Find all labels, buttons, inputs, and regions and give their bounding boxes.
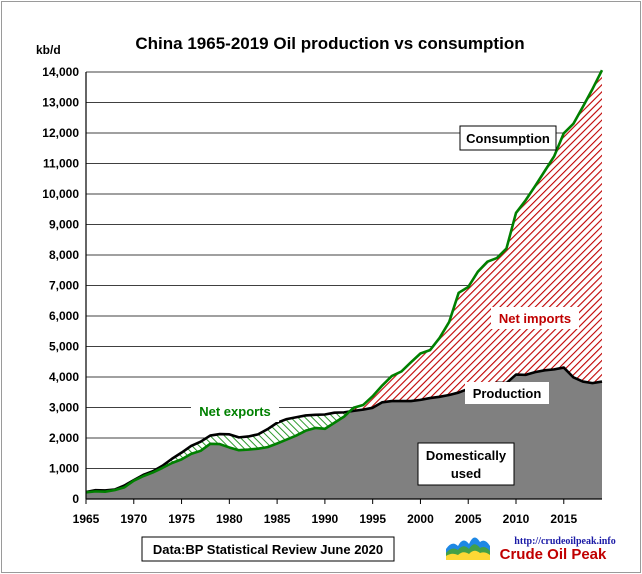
y-tick-label: 5,000 bbox=[49, 340, 79, 354]
annotation-box bbox=[459, 125, 557, 151]
y-axis-unit-label: kb/d bbox=[36, 43, 61, 57]
y-tick-label: 11,000 bbox=[43, 157, 79, 171]
chart-title: China 1965-2019 Oil production vs consum… bbox=[135, 34, 524, 53]
source-text: Data:BP Statistical Review June 2020 bbox=[153, 542, 383, 557]
annotation-net-imports-text: Net imports bbox=[499, 311, 571, 326]
y-tick-label: 4,000 bbox=[49, 370, 79, 384]
production-line bbox=[85, 366, 603, 494]
source-box bbox=[141, 536, 395, 562]
x-tick-label: 1980 bbox=[216, 512, 243, 526]
x-tick-labels: 1965 1970 1975 1980 1985 1990 1995 2000 2005 2010… bbox=[73, 512, 578, 526]
source-note: Data:BP Statistical Review June 2020 bbox=[141, 536, 395, 562]
annotation-net-exports: Net exports bbox=[191, 400, 279, 422]
series-lines bbox=[85, 69, 604, 494]
y-tick-label: 2,000 bbox=[49, 431, 79, 445]
y-tick-label: 7,000 bbox=[49, 279, 79, 293]
x-tick-label: 1995 bbox=[359, 512, 386, 526]
annotation-box bbox=[417, 442, 515, 486]
annotation-domestically-used: Domestically used bbox=[417, 442, 515, 486]
y-tick-labels: 0 1,000 2,000 3,000 4,000 5,000 6,000 7,000 8,00… bbox=[42, 65, 79, 506]
y-tick-label: 0 bbox=[72, 492, 79, 506]
annotation-consumption-text: Consumption bbox=[466, 131, 550, 146]
y-tick-label: 12,000 bbox=[42, 126, 79, 140]
annotation-net-exports-text: Net exports bbox=[199, 404, 271, 419]
crude-oil-peak-logo[interactable]: http://crudeoilpeak.info Crude Oil Peak bbox=[446, 536, 616, 563]
y-tick-label: 3,000 bbox=[49, 401, 79, 415]
consumption-line bbox=[85, 69, 604, 494]
annotation-box bbox=[491, 307, 579, 329]
x-tick-label: 2000 bbox=[407, 512, 434, 526]
y-tick-label: 1,000 bbox=[49, 462, 79, 476]
x-tick-label: 1970 bbox=[120, 512, 147, 526]
x-tick-label: 1975 bbox=[168, 512, 195, 526]
logo-graphic-icon bbox=[446, 537, 490, 560]
annotation-consumption: Consumption bbox=[459, 125, 557, 151]
y-tick-label: 13,000 bbox=[42, 96, 79, 110]
brand-url[interactable]: http://crudeoilpeak.info bbox=[514, 536, 615, 547]
annotation-production: Production bbox=[465, 382, 549, 404]
x-tick-label: 2005 bbox=[455, 512, 482, 526]
annotation-net-imports: Net imports bbox=[491, 307, 579, 329]
annotation-box bbox=[191, 400, 279, 422]
x-tick-label: 1985 bbox=[264, 512, 291, 526]
x-tick-label: 1965 bbox=[73, 512, 100, 526]
y-tick-label: 6,000 bbox=[49, 309, 79, 323]
annotation-production-text: Production bbox=[473, 386, 542, 401]
x-tick-label: 1990 bbox=[312, 512, 339, 526]
axes bbox=[85, 72, 602, 504]
annotation-box bbox=[465, 382, 549, 404]
annotation-domestic-line1: Domestically bbox=[426, 448, 507, 463]
y-tick-label: 14,000 bbox=[42, 65, 79, 79]
y-tick-label: 8,000 bbox=[49, 248, 79, 262]
x-tick-label: 2015 bbox=[550, 512, 577, 526]
y-tick-label: 9,000 bbox=[49, 218, 79, 232]
annotation-domestic-line2: used bbox=[451, 466, 481, 481]
x-tick-label: 2010 bbox=[503, 512, 530, 526]
brand-name: Crude Oil Peak bbox=[500, 546, 607, 563]
y-tick-label: 10,000 bbox=[42, 187, 79, 201]
